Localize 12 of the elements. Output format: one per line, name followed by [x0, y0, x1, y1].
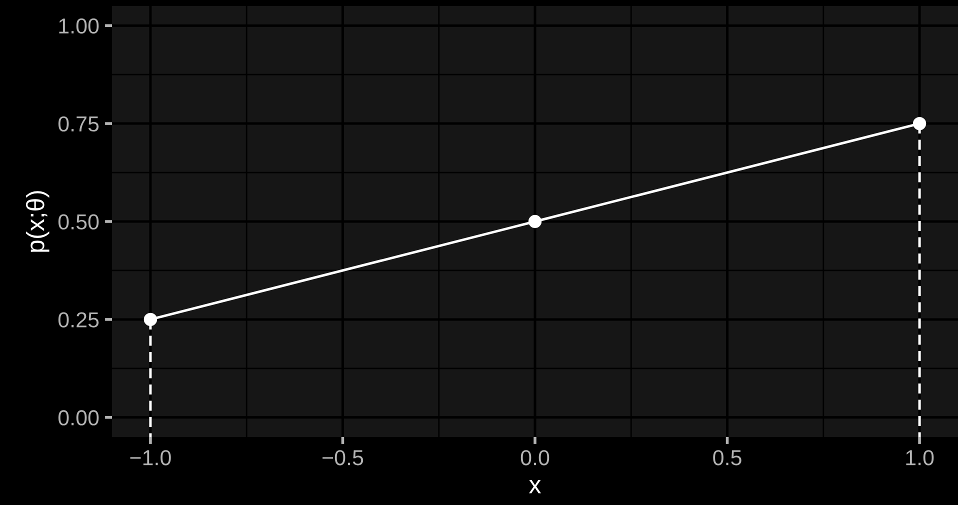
x-tick-label: −0.5 [322, 450, 364, 466]
x-axis-title: x [529, 480, 541, 494]
y-tick-label: 0.00 [58, 410, 99, 426]
x-tick-label: −1.0 [130, 450, 171, 466]
x-tick-label: 0.5 [713, 450, 742, 466]
y-tick-label: 0.75 [58, 116, 99, 132]
x-tick-label: 0.0 [520, 450, 550, 466]
y-axis-title: p(x;θ) [26, 191, 50, 252]
y-tick-label: 0.50 [58, 214, 99, 230]
y-tick-label: 0.25 [58, 312, 99, 328]
x-tick-label: 1.0 [906, 450, 934, 466]
y-tick-label: 1.00 [59, 18, 99, 34]
